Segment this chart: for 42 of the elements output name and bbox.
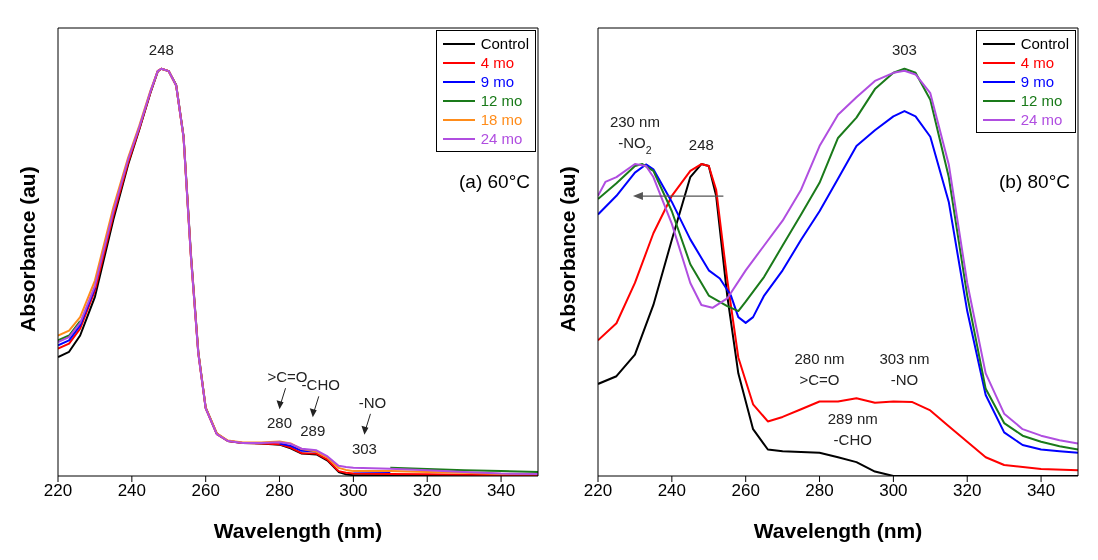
annotation: (b) 80°C: [999, 171, 1070, 192]
x-axis-title: Wavelength (nm): [213, 519, 383, 542]
annotation: 248: [148, 40, 174, 58]
legend-label: 12 mo: [480, 91, 523, 110]
x-axis-title: Wavelength (nm): [753, 519, 923, 542]
x-tick-label: 260: [731, 481, 760, 501]
legend-label: 9 mo: [480, 72, 514, 91]
x-tick-label: 280: [805, 481, 834, 501]
annotation: 303: [351, 439, 377, 457]
legend-label: 12 mo: [1020, 91, 1063, 110]
y-axis-title: Absorbance (au): [16, 166, 40, 332]
legend-label: 9 mo: [1020, 72, 1054, 91]
x-tick-label: 220: [43, 481, 73, 501]
annotation: 280: [267, 414, 293, 432]
legend-label: 4 mo: [1020, 53, 1054, 72]
legend-label: 18 mo: [480, 110, 523, 129]
legend-label: 24 mo: [1020, 110, 1063, 129]
x-tick-label: 320: [413, 481, 442, 501]
annotation: 289 nm -CHO: [827, 410, 878, 449]
legend-label: 24 mo: [480, 129, 523, 148]
x-tick-label: 300: [879, 481, 908, 501]
x-tick-label: 320: [953, 481, 982, 501]
legend-label: Control: [480, 34, 529, 53]
x-tick-label: 300: [339, 481, 368, 501]
x-tick-label: 240: [117, 481, 147, 501]
annotation: 303 nm -NO: [879, 350, 930, 389]
legend-label: Control: [1020, 34, 1069, 53]
x-tick-label: 340: [1026, 481, 1056, 501]
legend-label: 4 mo: [480, 53, 514, 72]
x-tick-label: 260: [191, 481, 220, 501]
annotation: -NO: [358, 393, 387, 411]
annotation: 280 nm >C=O: [794, 350, 845, 389]
y-axis-title: Absorbance (au): [556, 166, 580, 332]
annotation: 303: [891, 40, 917, 58]
x-tick-label: 280: [265, 481, 294, 501]
annotation: 248: [688, 136, 714, 154]
x-tick-label: 240: [657, 481, 687, 501]
annotation: (a) 60°C: [459, 171, 530, 192]
annotation: 230 nm -NO$_{2}$: [609, 113, 660, 157]
x-tick-label: 220: [583, 481, 613, 501]
x-tick-label: 340: [486, 481, 516, 501]
annotation: 289: [300, 422, 326, 440]
